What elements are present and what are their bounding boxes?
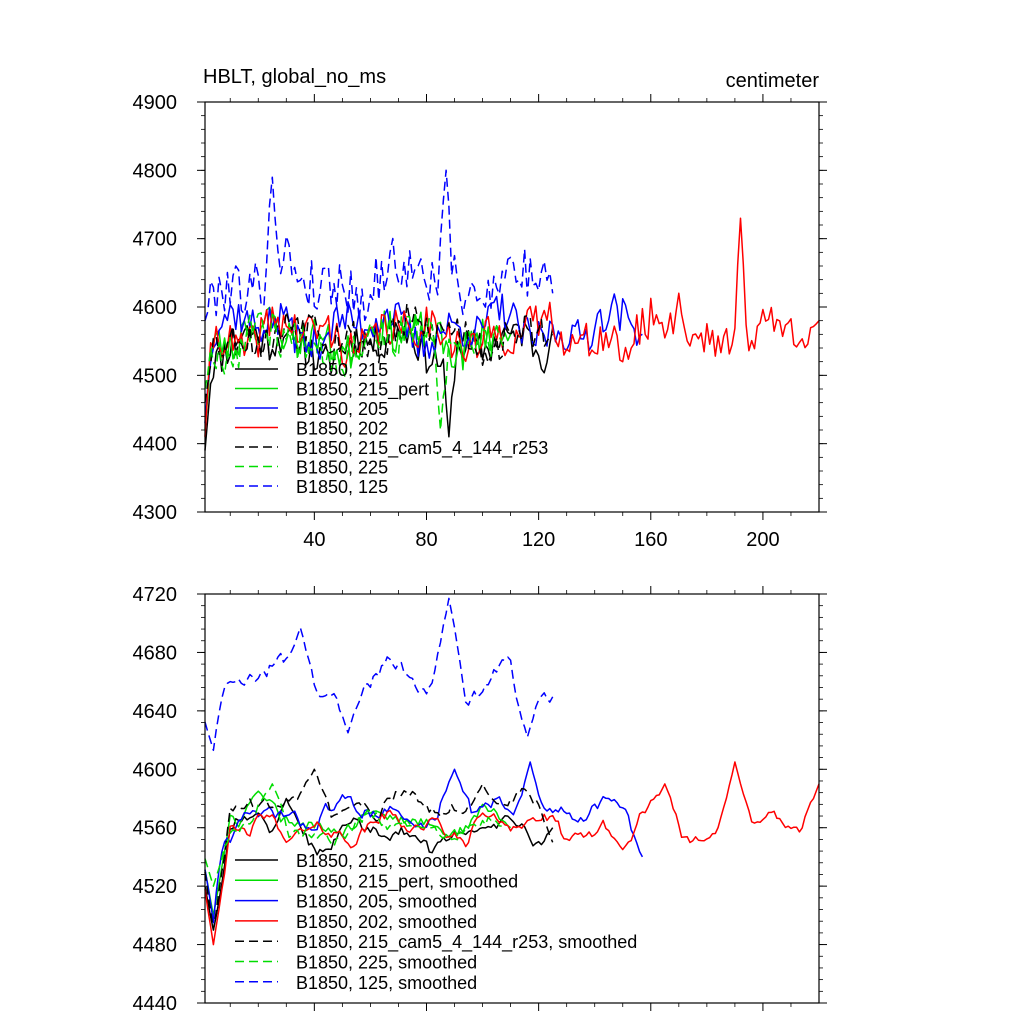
y-tick-label: 4500 xyxy=(133,365,178,387)
legend-label-b1850-205: B1850, 205 xyxy=(296,399,388,419)
y-tick-label: 4300 xyxy=(133,502,178,524)
y-tick-label: 4700 xyxy=(133,229,178,251)
y-tick-label: 4720 xyxy=(133,584,178,606)
bottom-panel-series xyxy=(204,597,820,946)
x-tick-label: 40 xyxy=(303,529,325,551)
series-line-b1850-215 xyxy=(204,318,554,451)
y-tick-label: 4440 xyxy=(133,993,178,1015)
series-line-b1850-225-smoothed xyxy=(204,783,506,887)
series-line-b1850-215-cam5-4-144-r253 xyxy=(204,302,554,403)
series-line-b1850-202 xyxy=(204,217,820,437)
top-panel-series xyxy=(204,169,820,451)
y-tick-label: 4600 xyxy=(133,297,178,319)
legend-label-b1850-202: B1850, 202 xyxy=(296,419,388,439)
legend-label-b1850-215: B1850, 215 xyxy=(296,360,388,380)
legend-label-b1850-215-cam5-4-144-r253-smoothed: B1850, 215_cam5_4_144_r253, smoothed xyxy=(296,932,637,953)
legend-label-b1850-215-cam5-4-144-r253: B1850, 215_cam5_4_144_r253 xyxy=(296,438,548,459)
legend-label-b1850-225-smoothed: B1850, 225, smoothed xyxy=(296,953,477,973)
legend-label-b1850-215-smoothed: B1850, 215, smoothed xyxy=(296,851,477,871)
legend-label-b1850-205-smoothed: B1850, 205, smoothed xyxy=(296,892,477,912)
legend-label-b1850-125-smoothed: B1850, 125, smoothed xyxy=(296,973,477,993)
top-panel: HBLT, global_no_ms centimeter 4300 4400 45… xyxy=(133,66,827,551)
y-tick-label: 4560 xyxy=(133,818,178,840)
y-tick-label: 4480 xyxy=(133,935,178,957)
x-tick-label: 200 xyxy=(746,529,779,551)
y-tick-label: 4400 xyxy=(133,434,178,456)
top-panel-title: HBLT, global_no_ms xyxy=(203,66,386,88)
top-panel-ticks: 4300 4400 4500 4600 4700 4800 4900 40 80 120 160 20… xyxy=(133,92,827,551)
y-tick-label: 4900 xyxy=(133,92,178,114)
y-tick-label: 4800 xyxy=(133,160,178,182)
y-tick-label: 4600 xyxy=(133,759,178,781)
bottom-panel: 4440 4480 4520 4560 4600 4640 4680 4720 B1850, … xyxy=(133,584,827,1015)
series-line-b1850-215-pert-smoothed xyxy=(204,790,512,917)
legend-label-b1850-125: B1850, 125 xyxy=(296,477,388,497)
y-tick-label: 4680 xyxy=(133,642,178,664)
x-tick-label: 160 xyxy=(634,529,667,551)
legend-label-b1850-215-pert: B1850, 215_pert xyxy=(296,380,429,401)
series-line-b1850-202-smoothed xyxy=(204,761,820,946)
x-tick-label: 80 xyxy=(415,529,437,551)
x-tick-label: 120 xyxy=(522,529,555,551)
bottom-panel-frame xyxy=(204,593,820,1004)
y-tick-label: 4640 xyxy=(133,701,178,723)
series-line-b1850-225 xyxy=(204,312,506,431)
series-line-b1850-215-cam5-4-144-r253-smoothed xyxy=(204,768,554,931)
legend-label-b1850-202-smoothed: B1850, 202, smoothed xyxy=(296,912,477,932)
top-panel-units: centimeter xyxy=(726,70,820,92)
legend-label-b1850-225: B1850, 225 xyxy=(296,458,388,478)
legend-label-b1850-215-pert-smoothed: B1850, 215_pert, smoothed xyxy=(296,871,518,892)
series-line-b1850-125-smoothed xyxy=(204,597,554,752)
top-panel-frame xyxy=(204,101,820,513)
bottom-panel-ticks: 4440 4480 4520 4560 4600 4640 4680 4720 xyxy=(133,584,827,1015)
series-line-b1850-205 xyxy=(204,293,643,424)
y-tick-label: 4520 xyxy=(133,876,178,898)
